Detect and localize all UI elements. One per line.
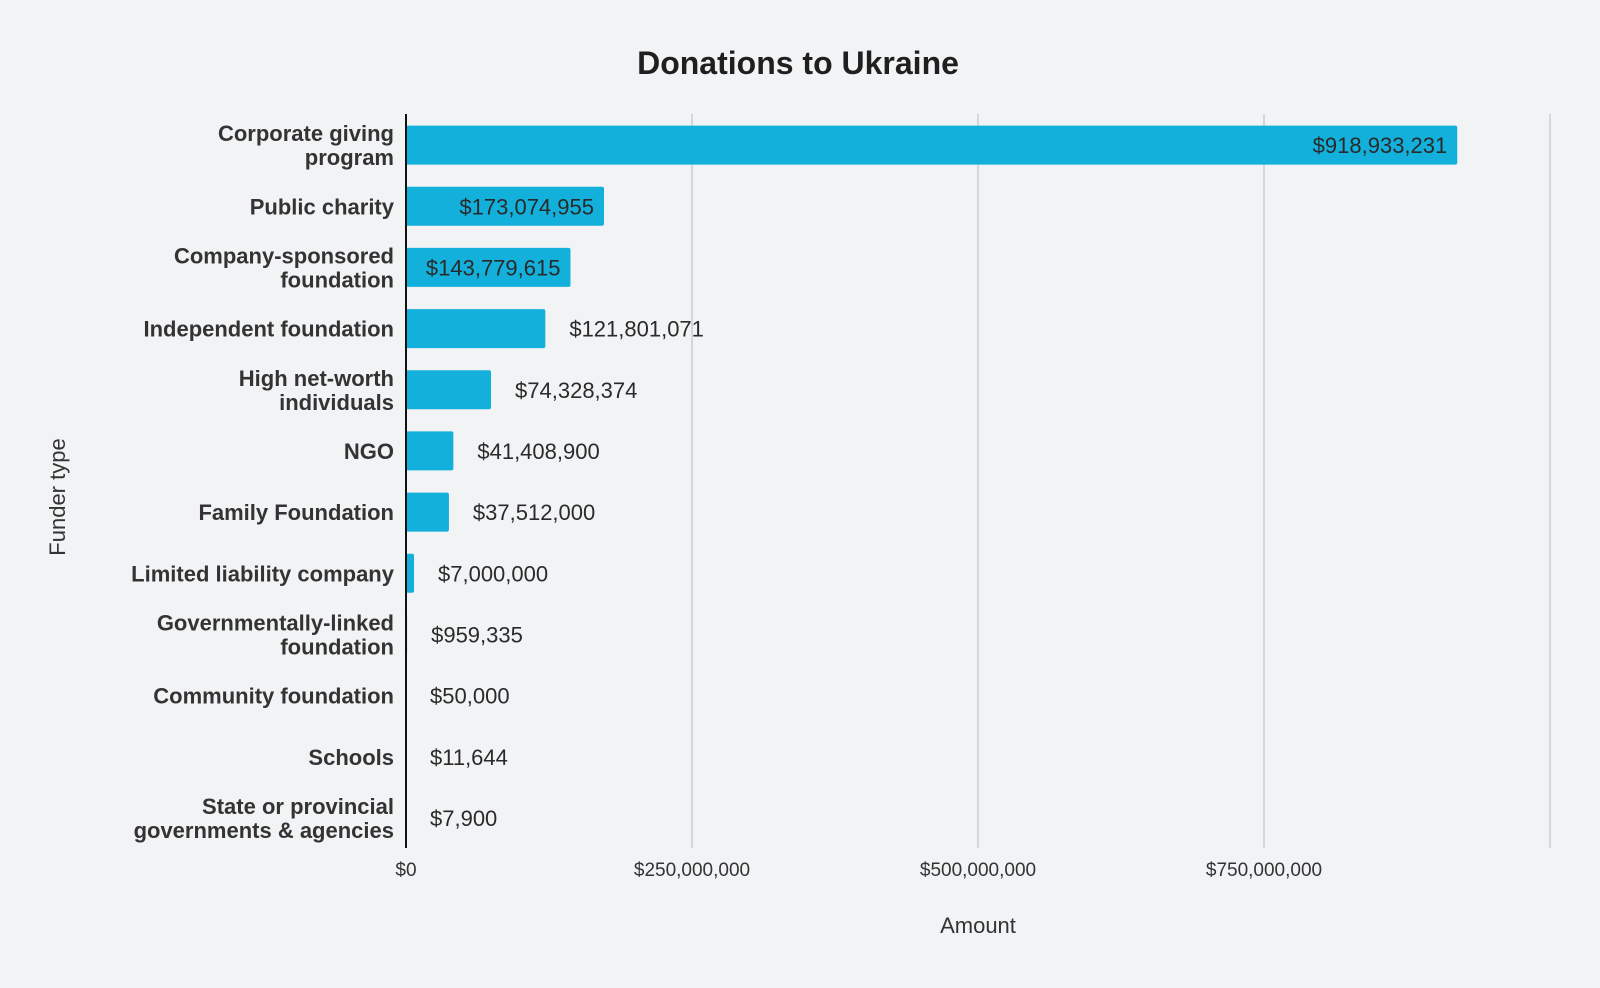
bar	[406, 247, 571, 287]
chart-title: Donations to Ukraine	[637, 45, 959, 81]
x-tick-label: $0	[395, 860, 416, 881]
category-label: Schools	[308, 745, 394, 770]
data-label: $7,900	[430, 806, 497, 831]
gridlines	[691, 114, 1551, 848]
data-label: $7,000,000	[438, 561, 548, 586]
category-label: Community foundation	[153, 684, 394, 709]
data-label: $50,000	[430, 684, 510, 709]
category-label: Company-sponsored foundation	[174, 243, 394, 292]
category-label: Corporate giving program	[218, 121, 394, 170]
data-label: $173,074,955	[459, 194, 594, 219]
x-axis-ticks: $0 $250,000,000 $500,000,000 $750,000,000	[395, 860, 1322, 881]
category-label: NGO	[344, 439, 394, 464]
x-axis-title: Amount	[940, 913, 1016, 938]
x-tick-label: $250,000,000	[634, 860, 750, 881]
x-tick-label: $750,000,000	[1206, 860, 1322, 881]
category-label: Limited liability company	[131, 561, 395, 586]
category-labels: Corporate giving program Public charity Com…	[131, 121, 395, 843]
category-label-line: governments & agencies	[134, 818, 394, 843]
category-label: Family Foundation	[198, 500, 394, 525]
category-label: High net-worth individuals	[239, 366, 394, 415]
category-label-line: High net-worth	[239, 366, 394, 391]
y-axis-title: Funder type	[45, 438, 70, 555]
bar	[406, 125, 1458, 165]
data-label: $74,328,374	[515, 378, 637, 403]
data-label: $121,801,071	[569, 317, 704, 342]
category-label: Independent foundation	[143, 317, 394, 342]
data-label: $959,335	[431, 622, 523, 647]
category-label: State or provincial governments & agencie…	[134, 794, 394, 843]
bar	[406, 309, 546, 349]
category-label-line: foundation	[280, 634, 394, 659]
data-label: $37,512,000	[473, 500, 595, 525]
category-label-line: foundation	[280, 267, 394, 292]
bar	[406, 370, 492, 410]
category-label: Governmentally-linked foundation	[157, 610, 394, 659]
bars	[406, 125, 1458, 838]
data-label: $143,779,615	[426, 255, 561, 280]
category-label-line: Corporate giving	[218, 121, 394, 146]
category-label-line: State or provincial	[202, 794, 394, 819]
bar	[406, 553, 415, 593]
category-label-line: Governmentally-linked	[157, 610, 394, 635]
x-tick-label: $500,000,000	[920, 860, 1036, 881]
bar	[406, 492, 449, 532]
category-label-line: program	[305, 145, 394, 170]
category-label: Public charity	[250, 194, 395, 219]
category-label-line: Company-sponsored	[174, 243, 394, 268]
bar	[406, 186, 604, 226]
data-label: $41,408,900	[477, 439, 599, 464]
data-label: $918,933,231	[1313, 133, 1448, 158]
bar	[406, 431, 454, 471]
data-label: $11,644	[430, 745, 508, 770]
category-label-line: individuals	[279, 390, 394, 415]
data-labels: $918,933,231 $173,074,955 $143,779,615 $121…	[426, 133, 1447, 831]
